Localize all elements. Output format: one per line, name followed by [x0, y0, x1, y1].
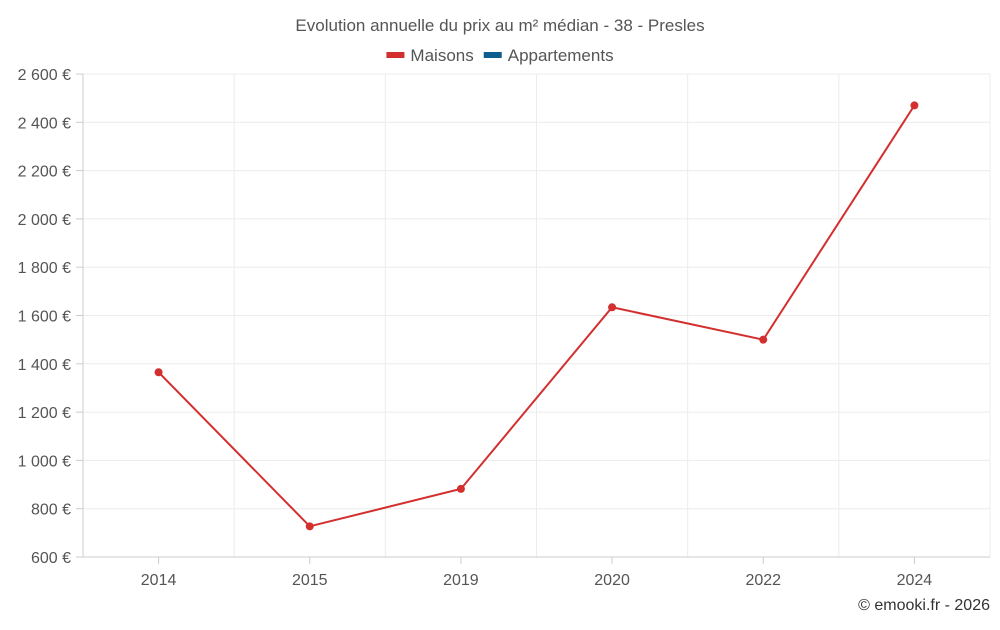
- legend-swatch: [483, 52, 502, 58]
- y-tick-label: 2 400 €: [18, 115, 71, 132]
- y-tick-label: 1 000 €: [18, 453, 71, 470]
- y-tick-label: 2 000 €: [18, 212, 71, 229]
- x-tick-label: 2020: [594, 572, 630, 589]
- chart-title: Evolution annuelle du prix au m² médian …: [295, 16, 704, 35]
- data-point: [456, 484, 465, 493]
- legend-item: Appartements: [483, 46, 614, 65]
- data-point: [608, 303, 617, 312]
- series-layer: [154, 101, 919, 531]
- y-tick-label: 1 400 €: [18, 357, 71, 374]
- y-tick-label: 800 €: [31, 502, 71, 519]
- legend-label: Appartements: [508, 46, 614, 65]
- credit-text: © emooki.fr - 2026: [858, 597, 990, 614]
- legend: Maisons Appartements: [386, 46, 614, 65]
- x-tick-label: 2014: [141, 572, 177, 589]
- grid: [82, 73, 991, 558]
- legend-item: Maisons: [386, 46, 474, 65]
- y-tick-label: 600 €: [31, 550, 71, 567]
- y-tick-label: 2 200 €: [18, 164, 71, 181]
- data-point: [910, 101, 919, 110]
- series-line: [157, 104, 916, 528]
- x-tick-label: 2022: [745, 572, 781, 589]
- data-point: [305, 522, 314, 531]
- x-tick-label: 2024: [897, 572, 933, 589]
- legend-swatch: [386, 52, 405, 58]
- y-tick-label: 1 600 €: [18, 309, 71, 326]
- y-tick-label: 1 800 €: [18, 260, 71, 277]
- x-tick-label: 2019: [443, 572, 479, 589]
- axes: 600 € 800 € 1 000 € 1 200 € 1 400 € 1 600 € 1 …: [18, 67, 990, 589]
- data-point: [759, 335, 768, 344]
- data-point: [154, 368, 163, 377]
- x-tick-label: 2015: [292, 572, 328, 589]
- legend-label: Maisons: [410, 46, 473, 65]
- y-tick-label: 2 600 €: [18, 67, 71, 84]
- y-tick-label: 1 200 €: [18, 405, 71, 422]
